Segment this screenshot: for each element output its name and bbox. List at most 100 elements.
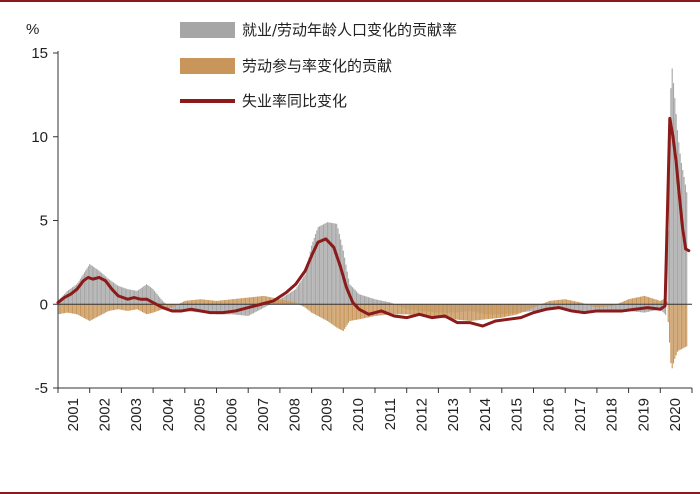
bar-participation-rate-316 <box>474 304 476 321</box>
bar-employment-ratio-32 <box>99 271 101 305</box>
bar-participation-rate-302 <box>456 304 458 320</box>
top-border <box>0 0 700 2</box>
bar-participation-rate-221 <box>349 304 351 321</box>
bar-participation-rate-420 <box>612 304 614 306</box>
bar-participation-rate-284 <box>432 304 434 318</box>
bar-employment-ratio-412 <box>601 304 603 312</box>
bar-participation-rate-350 <box>519 304 521 314</box>
bar-participation-rate-293 <box>444 304 446 319</box>
x-tick-label-17: 2018 <box>604 398 621 431</box>
bar-participation-rate-418 <box>609 304 611 307</box>
bar-participation-rate-421 <box>613 304 615 306</box>
bars-layer <box>57 68 688 369</box>
bar-participation-rate-4 <box>62 304 64 314</box>
bar-participation-rate-308 <box>464 304 466 321</box>
bar-participation-rate-329 <box>491 304 494 319</box>
bar-participation-rate-410 <box>598 304 601 308</box>
bar-participation-rate-67 <box>145 304 148 315</box>
bar-employment-ratio-205 <box>328 222 330 305</box>
bar-participation-rate-406 <box>593 304 595 307</box>
bar-employment-ratio-401 <box>587 304 589 311</box>
bar-employment-ratio-175 <box>288 293 290 305</box>
bar-participation-rate-475 <box>684 304 686 348</box>
bar-participation-rate-59 <box>135 304 137 310</box>
bar-participation-rate-255 <box>394 304 396 315</box>
bar-participation-rate-165 <box>275 298 277 305</box>
bar-participation-rate-386 <box>567 299 569 305</box>
bar-participation-rate-204 <box>326 304 329 321</box>
bar-participation-rate-404 <box>591 304 593 306</box>
bar-participation-rate-362 <box>535 304 537 307</box>
bar-participation-rate-121 <box>217 300 219 305</box>
x-tick-label-16: 2017 <box>572 398 589 431</box>
bar-employment-ratio-362 <box>535 304 537 311</box>
bar-participation-rate-6 <box>65 304 67 313</box>
bar-participation-rate-129 <box>227 299 229 305</box>
bar-employment-ratio-428 <box>622 304 624 312</box>
bar-participation-rate-241 <box>375 304 377 316</box>
bar-participation-rate-188 <box>305 304 307 309</box>
legend-item-employment-ratio-label: 就业/劳动年龄人口变化的贡献率 <box>242 21 457 39</box>
bar-participation-rate-271 <box>415 304 417 316</box>
bar-employment-ratio-383 <box>563 304 565 310</box>
bar-employment-ratio-398 <box>583 304 585 311</box>
bar-participation-rate-147 <box>251 297 253 305</box>
y-tick-label-4: 15 <box>31 45 48 62</box>
bar-employment-ratio-143 <box>246 304 248 316</box>
bar-participation-rate-17 <box>79 304 82 317</box>
bar-employment-ratio-142 <box>245 304 247 316</box>
bar-participation-rate-405 <box>592 304 594 307</box>
bar-participation-rate-388 <box>569 300 572 305</box>
bar-participation-rate-415 <box>605 304 607 307</box>
bar-employment-ratio-99 <box>188 304 190 312</box>
bar-participation-rate-225 <box>354 304 356 321</box>
bar-employment-ratio-102 <box>192 304 194 312</box>
bar-participation-rate-318 <box>477 304 479 321</box>
bar-employment-ratio-126 <box>223 304 225 315</box>
bar-participation-rate-417 <box>608 304 610 307</box>
bar-participation-rate-454 <box>657 300 659 305</box>
bar-participation-rate-154 <box>260 296 262 305</box>
bar-participation-rate-96 <box>184 300 186 305</box>
bar-participation-rate-152 <box>258 296 260 305</box>
bar-participation-rate-242 <box>377 304 379 316</box>
bar-employment-ratio-151 <box>256 304 258 312</box>
x-tick-label-7: 2008 <box>287 398 304 431</box>
bar-participation-rate-42 <box>112 304 115 311</box>
bar-participation-rate-447 <box>647 297 649 305</box>
bar-participation-rate-196 <box>316 304 318 316</box>
bar-participation-rate-212 <box>337 304 339 329</box>
bar-participation-rate-236 <box>369 304 371 318</box>
bar-employment-ratio-182 <box>297 284 299 305</box>
bar-participation-rate-474 <box>683 304 685 348</box>
bar-participation-rate-319 <box>478 304 480 321</box>
bar-participation-rate-309 <box>465 304 467 321</box>
bar-participation-rate-93 <box>180 302 182 305</box>
bar-employment-ratio-50 <box>123 287 125 305</box>
bar-participation-rate-341 <box>507 304 509 317</box>
bar-participation-rate-261 <box>402 304 404 315</box>
bar-employment-ratio-453 <box>655 304 657 311</box>
bar-employment-ratio-150 <box>255 304 257 312</box>
bar-employment-ratio-253 <box>391 303 393 305</box>
x-tick-label-10: 2011 <box>382 398 399 430</box>
bar-employment-ratio-230 <box>361 295 363 305</box>
bar-employment-ratio-200 <box>321 224 323 305</box>
bar-employment-ratio-387 <box>568 304 570 310</box>
bar-employment-ratio-92 <box>178 304 181 311</box>
bar-employment-ratio-371 <box>547 304 549 310</box>
bar-employment-ratio-124 <box>221 304 223 315</box>
bar-employment-ratio-433 <box>629 304 631 312</box>
bar-participation-rate-461 <box>666 301 668 305</box>
bar-employment-ratio-431 <box>626 304 628 312</box>
bar-employment-ratio-63 <box>140 288 142 305</box>
bar-participation-rate-86 <box>171 304 173 308</box>
bar-participation-rate-49 <box>122 304 124 311</box>
bar-participation-rate-38 <box>107 304 109 312</box>
bar-employment-ratio-185 <box>301 278 303 305</box>
bar-participation-rate-310 <box>466 304 469 321</box>
bar-participation-rate-333 <box>497 304 499 319</box>
bar-employment-ratio-432 <box>628 304 630 311</box>
bar-employment-ratio-94 <box>181 304 183 311</box>
bottom-border <box>0 492 700 494</box>
